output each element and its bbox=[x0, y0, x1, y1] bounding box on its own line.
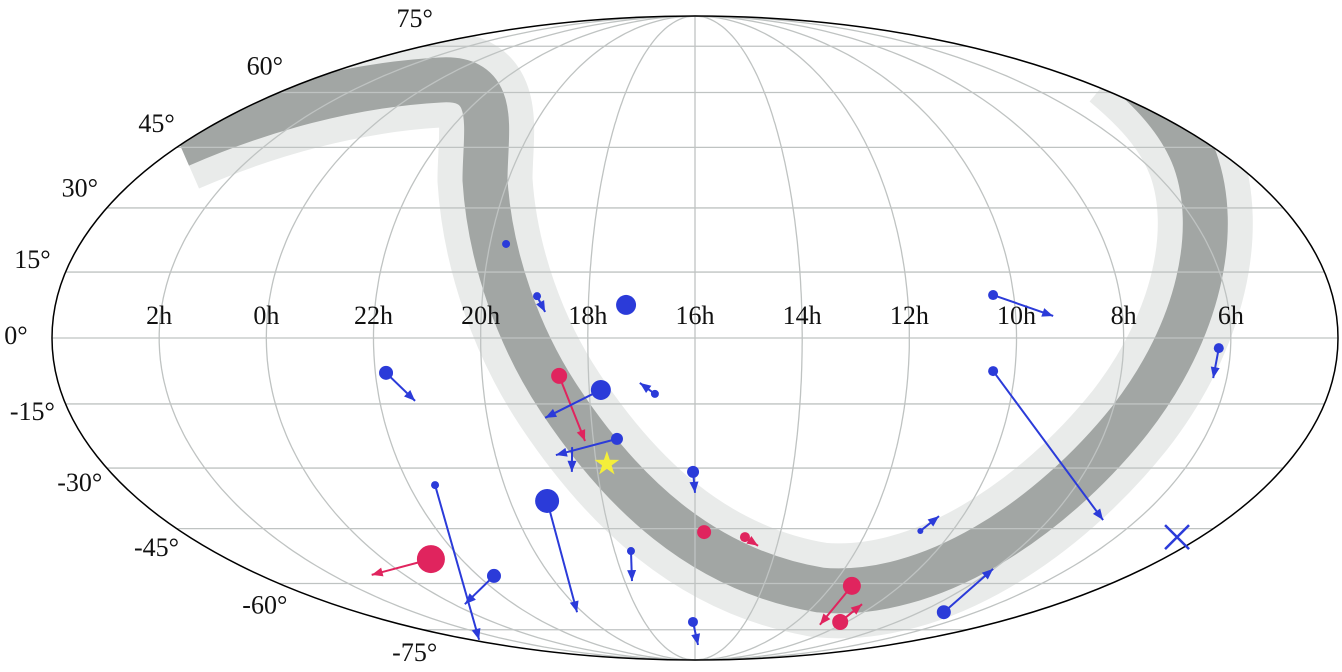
grid-meridian bbox=[694, 15, 1232, 661]
arrow-head bbox=[1092, 508, 1104, 521]
ra-tick-label: 14h bbox=[783, 301, 822, 330]
source bbox=[832, 613, 849, 630]
grid-meridian bbox=[694, 15, 1125, 661]
map-border bbox=[51, 15, 1339, 661]
arrow-head bbox=[819, 613, 831, 625]
labels: 75° 60° 45° 30° 15° 0° -15° -30° -45° -60° -75° 2h 0… bbox=[4, 4, 1244, 667]
arrow-head bbox=[569, 600, 579, 613]
arrow-head bbox=[576, 429, 586, 442]
proper-motion-arrow bbox=[558, 375, 586, 442]
source bbox=[988, 290, 999, 301]
grid-meridian bbox=[480, 15, 696, 661]
arrow-head bbox=[850, 604, 863, 615]
dec-tick-label: -15° bbox=[10, 397, 55, 426]
source bbox=[502, 239, 511, 248]
grid-meridian bbox=[694, 15, 803, 661]
source bbox=[687, 465, 700, 478]
dec-tick-label: -45° bbox=[134, 533, 179, 562]
source bbox=[842, 576, 861, 595]
source bbox=[551, 367, 568, 384]
arrow-head bbox=[927, 516, 940, 527]
grid-meridian bbox=[694, 15, 910, 661]
dec-tick-label: 60° bbox=[247, 52, 283, 81]
source bbox=[697, 525, 712, 540]
arrow-head bbox=[536, 300, 546, 312]
source bbox=[917, 527, 924, 534]
arrow-head bbox=[464, 593, 476, 605]
dec-tick-label: 30° bbox=[62, 174, 98, 203]
arrow-head bbox=[545, 408, 558, 418]
ra-tick-label: 10h bbox=[997, 301, 1036, 330]
source bbox=[610, 432, 623, 445]
proper-motion-arrow bbox=[546, 500, 579, 613]
source bbox=[1213, 343, 1224, 354]
ra-tick-label: 0h bbox=[253, 301, 279, 330]
ra-tick-label: 6h bbox=[1218, 301, 1244, 330]
arrow-head bbox=[689, 481, 699, 493]
proper-motion-arrow bbox=[434, 484, 481, 641]
source bbox=[571, 446, 574, 449]
star-marker bbox=[594, 450, 620, 475]
dec-tick-label: -60° bbox=[242, 590, 287, 619]
source bbox=[533, 292, 542, 301]
marks bbox=[371, 239, 1224, 646]
grid-meridian bbox=[265, 15, 696, 661]
ra-tick-label: 22h bbox=[354, 301, 393, 330]
arrow-head bbox=[471, 627, 481, 640]
source bbox=[687, 616, 698, 627]
source bbox=[626, 547, 635, 556]
arrow-head bbox=[691, 633, 701, 645]
dec-tick-label: 0° bbox=[4, 321, 27, 350]
source bbox=[416, 545, 445, 574]
dec-tick-label: -30° bbox=[57, 468, 102, 497]
ra-tick-label: 18h bbox=[568, 301, 607, 330]
dec-tick-label: 45° bbox=[138, 109, 174, 138]
ra-tick-label: 16h bbox=[676, 301, 715, 330]
cross-marker bbox=[1164, 524, 1190, 550]
arrow-head bbox=[1041, 308, 1054, 317]
ra-tick-label: 20h bbox=[461, 301, 500, 330]
grid-meridian bbox=[158, 15, 696, 661]
arrow-head bbox=[639, 382, 652, 394]
arrow-head bbox=[567, 460, 577, 472]
arrow-head bbox=[555, 447, 568, 457]
source bbox=[590, 379, 611, 400]
ra-tick-label: 2h bbox=[146, 301, 172, 330]
arrow-head bbox=[1210, 366, 1220, 379]
source bbox=[535, 488, 560, 513]
source bbox=[379, 365, 394, 380]
proper-motion-arrow bbox=[992, 370, 1104, 521]
source bbox=[616, 294, 637, 315]
arrow-head bbox=[371, 567, 384, 577]
source bbox=[936, 605, 951, 620]
dec-tick-label: 15° bbox=[14, 245, 50, 274]
dec-tick-label: -75° bbox=[392, 638, 437, 667]
grid-meridian bbox=[694, 15, 1018, 661]
source bbox=[486, 568, 501, 583]
arrow-head bbox=[746, 535, 759, 546]
source bbox=[988, 366, 999, 377]
arrow-head bbox=[404, 389, 416, 401]
source bbox=[431, 481, 440, 490]
arrow-head bbox=[981, 568, 994, 580]
source bbox=[739, 532, 750, 543]
source bbox=[650, 389, 659, 398]
arrow-head bbox=[627, 569, 637, 582]
grid-meridian bbox=[587, 15, 696, 661]
ra-tick-label: 8h bbox=[1111, 301, 1137, 330]
ra-tick-label: 12h bbox=[890, 301, 929, 330]
dec-tick-label: 75° bbox=[397, 4, 433, 33]
